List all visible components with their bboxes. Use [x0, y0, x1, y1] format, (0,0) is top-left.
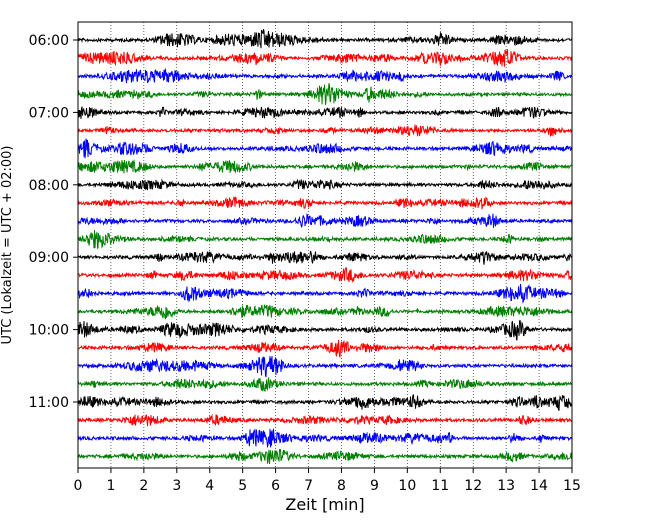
x-tick-label: 15 — [563, 478, 581, 494]
x-axis-ticks: 0 1 2 3 4 5 6 7 8 9 10 11 12 13 14 15 — [74, 468, 581, 494]
seismogram-trace — [77, 178, 573, 191]
x-tick-label: 0 — [74, 478, 83, 494]
x-tick-label: 9 — [370, 478, 379, 494]
seismogram-trace — [77, 304, 573, 320]
seismogram-traces — [77, 28, 573, 464]
x-tick-label: 4 — [205, 478, 214, 494]
seismogram-trace — [77, 266, 573, 284]
seismogram-trace — [77, 138, 573, 159]
y-tick-label: 07:00 — [29, 105, 69, 121]
seismogram-trace — [77, 319, 573, 341]
x-tick-label: 5 — [238, 478, 247, 494]
seismogram-trace — [77, 196, 573, 210]
y-axis-label: UTC (Lokalzeit = UTC + 02:00) — [0, 146, 15, 345]
x-tick-label: 7 — [304, 478, 313, 494]
x-tick-label: 14 — [530, 478, 548, 494]
plot-frame — [77, 21, 573, 469]
x-tick-label: 2 — [139, 478, 148, 494]
seismogram-trace — [77, 67, 573, 84]
y-axis-ticks: 06:00 07:00 08:00 09:00 10:00 11:00 — [29, 33, 78, 411]
y-tick-label: 09:00 — [29, 250, 69, 266]
x-tick-label: 1 — [106, 478, 115, 494]
y-tick-label: 11:00 — [29, 395, 69, 411]
seismogram-trace — [77, 158, 573, 174]
x-tick-label: 10 — [398, 478, 416, 494]
seismogram-trace — [77, 283, 573, 304]
y-tick-label: 06:00 — [29, 33, 69, 49]
x-tick-label: 6 — [271, 478, 280, 494]
x-tick-label: 11 — [431, 478, 449, 494]
seismogram-trace — [77, 83, 573, 105]
seismogram-trace — [77, 49, 573, 67]
seismogram-trace — [77, 428, 573, 449]
seismogram-trace — [77, 106, 573, 120]
x-tick-label: 8 — [337, 478, 346, 494]
x-tick-label: 12 — [464, 478, 482, 494]
seismogram-trace — [77, 339, 573, 358]
seismogram-trace — [77, 124, 573, 137]
seismogram-trace — [77, 449, 573, 464]
x-tick-label: 3 — [172, 478, 181, 494]
x-tick-label: 13 — [497, 478, 515, 494]
seismogram-trace — [77, 377, 573, 393]
vertical-grid — [110, 22, 540, 468]
seismogram-trace — [77, 394, 573, 411]
y-tick-label: 08:00 — [29, 178, 69, 194]
seismogram-trace — [77, 28, 573, 49]
seismogram-trace — [77, 250, 573, 265]
x-axis-label: Zeit [min] — [285, 495, 364, 514]
seismogram-trace — [77, 413, 573, 427]
seismogram-trace — [77, 213, 573, 228]
y-tick-label: 10:00 — [29, 323, 69, 339]
seismogram-trace — [77, 230, 573, 250]
seismogram-trace — [77, 356, 573, 378]
